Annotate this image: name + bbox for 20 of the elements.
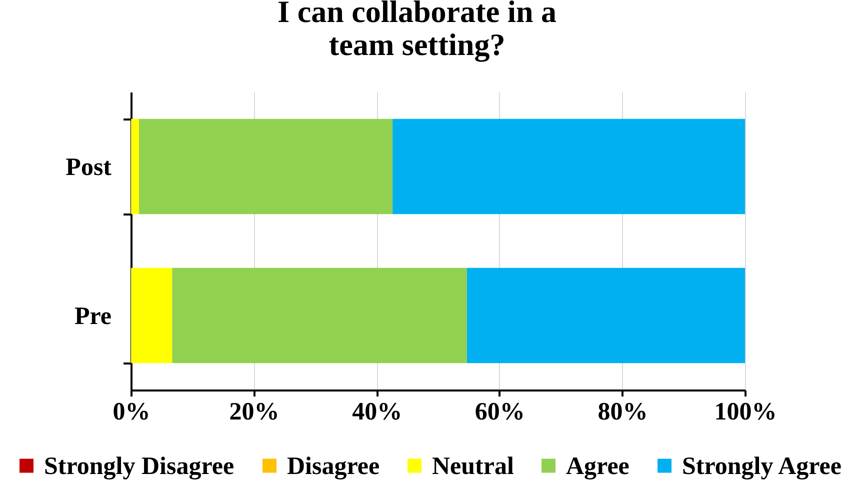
y-tick-label: Pre	[74, 303, 112, 330]
bar	[392, 118, 745, 214]
bar	[131, 118, 139, 214]
x-tick-label: 80%	[598, 398, 648, 426]
bar	[172, 268, 467, 364]
legend-label: Strongly Agree	[682, 452, 842, 480]
legend-label: Disagree	[287, 452, 380, 480]
bar	[138, 118, 393, 214]
bar	[131, 268, 172, 364]
legend-label: Strongly Disagree	[44, 452, 234, 480]
bar	[466, 268, 745, 364]
legend-label: Neutral	[432, 452, 514, 480]
x-tick-label: 0%	[112, 398, 150, 426]
x-tick-label: 20%	[229, 398, 280, 426]
x-tick-label: 60%	[474, 398, 525, 426]
x-tick-label: 40%	[352, 398, 402, 426]
y-tick-label: Post	[66, 154, 112, 181]
chart-title: I can collaborate in a team setting?	[278, 0, 557, 62]
x-tick-label: 100%	[714, 398, 777, 426]
legend-label: Agree	[566, 452, 630, 480]
